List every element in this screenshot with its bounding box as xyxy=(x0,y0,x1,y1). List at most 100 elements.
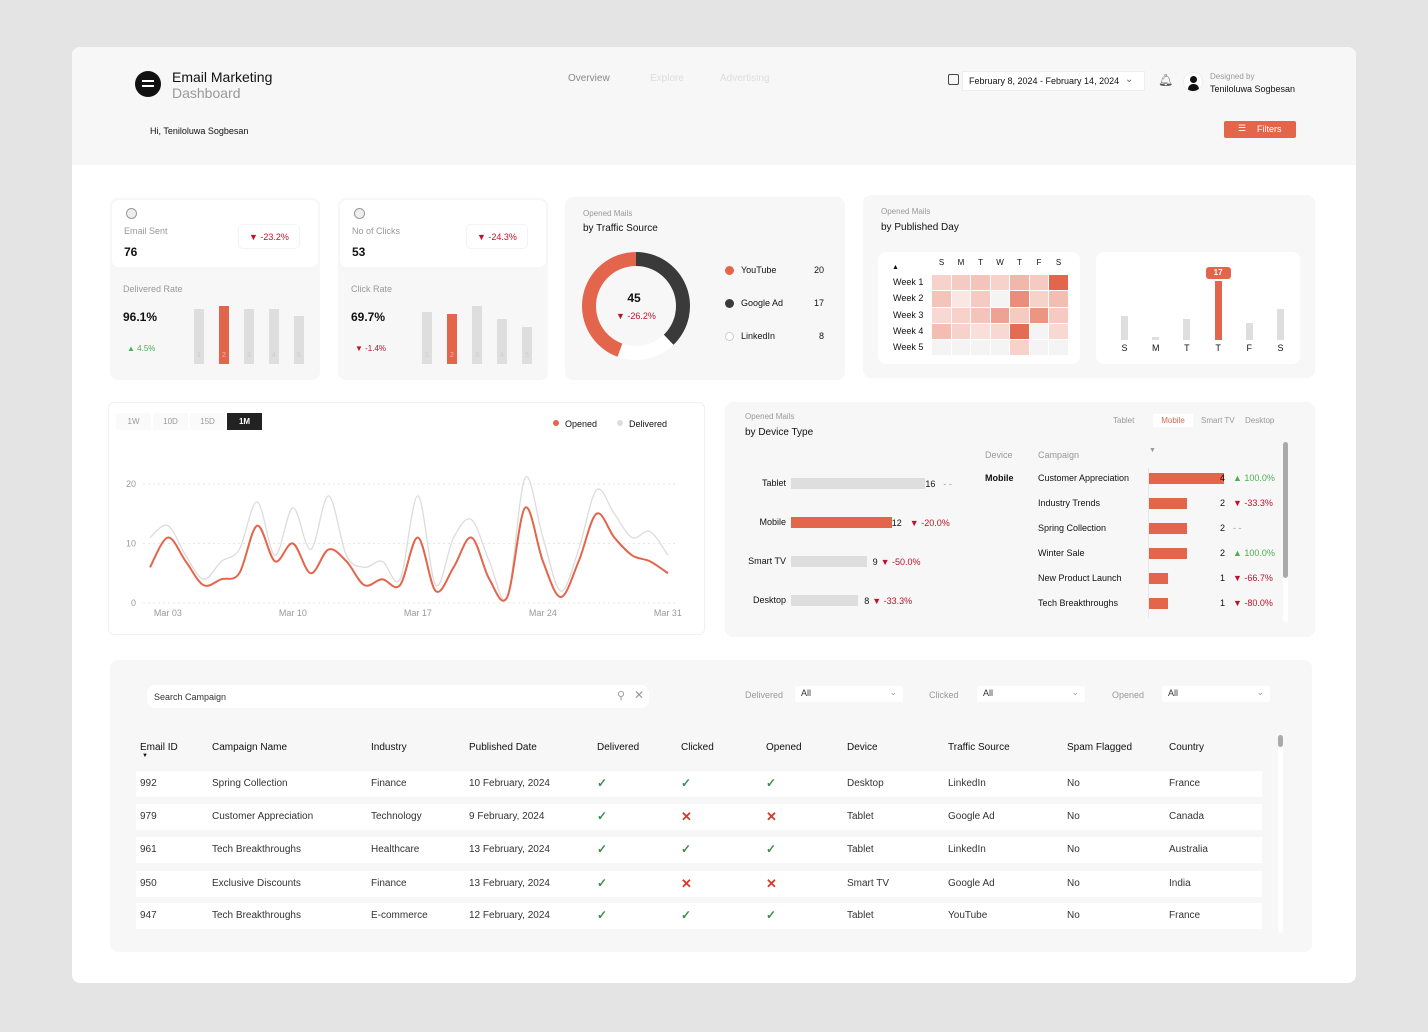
column-header[interactable]: Email ID xyxy=(140,742,178,753)
data-point-opened[interactable] xyxy=(201,583,206,588)
clear-icon[interactable]: ✕ xyxy=(634,688,645,702)
column-header[interactable]: Industry xyxy=(371,742,407,753)
heatmap-cell[interactable] xyxy=(951,323,970,340)
device-tab-smart-tv[interactable]: Smart TV xyxy=(1201,416,1235,425)
campaign-bar[interactable] xyxy=(1149,598,1168,609)
column-header[interactable]: Device xyxy=(847,742,878,753)
data-point-delivered[interactable] xyxy=(380,559,385,564)
data-point-opened[interactable] xyxy=(451,565,456,570)
day-bar[interactable] xyxy=(1183,319,1191,340)
heatmap-cell[interactable] xyxy=(990,291,1009,307)
heatmap-cell[interactable] xyxy=(971,275,990,291)
filter-select-opened[interactable]: All ⌄ xyxy=(1162,686,1270,702)
data-point-opened[interactable] xyxy=(540,559,545,564)
heatmap-cell[interactable] xyxy=(1029,340,1048,356)
data-point-opened[interactable] xyxy=(523,505,528,510)
data-point-delivered[interactable] xyxy=(558,589,563,594)
heatmap-cell[interactable] xyxy=(932,307,951,323)
data-point-opened[interactable] xyxy=(558,595,563,600)
data-point-delivered[interactable] xyxy=(630,535,635,540)
heatmap-cell[interactable] xyxy=(971,291,990,307)
device-bar[interactable] xyxy=(791,556,867,567)
data-point-opened[interactable] xyxy=(433,589,438,594)
range-tab-1w[interactable]: 1W xyxy=(116,413,151,430)
table-row[interactable] xyxy=(136,903,1262,929)
day-bar[interactable] xyxy=(1121,316,1128,340)
data-point-delivered[interactable] xyxy=(165,523,170,528)
sort-asc-icon[interactable]: ▲ xyxy=(892,264,899,271)
device-bar[interactable] xyxy=(791,595,859,606)
data-point-delivered[interactable] xyxy=(648,529,653,534)
column-header[interactable]: Published Date xyxy=(469,742,537,753)
data-point-opened[interactable] xyxy=(148,565,153,570)
filter-select-clicked[interactable]: All ⌄ xyxy=(977,686,1085,702)
heatmap-cell[interactable] xyxy=(1010,323,1029,340)
search-campaign-input[interactable]: Search Campaign ⚲ ✕ xyxy=(147,685,649,708)
data-point-opened[interactable] xyxy=(380,577,385,582)
campaign-bar[interactable] xyxy=(1149,498,1187,509)
campaign-bar[interactable] xyxy=(1149,523,1187,534)
bell-icon[interactable]: 🔔︎ xyxy=(1158,73,1174,87)
data-point-delivered[interactable] xyxy=(237,547,242,552)
heatmap-cell[interactable] xyxy=(1029,275,1048,291)
heatmap-cell[interactable] xyxy=(932,291,951,307)
data-point-opened[interactable] xyxy=(665,571,670,576)
heatmap-cell[interactable] xyxy=(1049,323,1068,340)
data-point-opened[interactable] xyxy=(165,535,170,540)
column-header[interactable]: Spam Flagged xyxy=(1067,742,1133,753)
donut-slice-google-ad[interactable] xyxy=(636,252,690,345)
data-point-opened[interactable] xyxy=(219,577,224,582)
data-point-opened[interactable] xyxy=(237,571,242,576)
table-scrollbar-thumb[interactable] xyxy=(1278,735,1283,747)
data-point-opened[interactable] xyxy=(344,559,349,564)
heatmap-cell[interactable] xyxy=(971,340,990,356)
data-point-delivered[interactable] xyxy=(308,547,313,552)
data-point-opened[interactable] xyxy=(469,535,474,540)
data-point-opened[interactable] xyxy=(415,535,420,540)
heatmap-cell[interactable] xyxy=(990,340,1009,356)
data-point-delivered[interactable] xyxy=(362,565,367,570)
table-row[interactable] xyxy=(136,771,1262,797)
device-tab-desktop[interactable]: Desktop xyxy=(1245,416,1275,425)
data-point-delivered[interactable] xyxy=(273,553,278,558)
data-point-delivered[interactable] xyxy=(523,476,528,481)
data-point-delivered[interactable] xyxy=(148,535,153,540)
data-point-opened[interactable] xyxy=(594,511,599,516)
table-row[interactable] xyxy=(136,871,1262,897)
avatar[interactable] xyxy=(1183,72,1203,92)
nav-advertising[interactable]: Advertising xyxy=(720,73,770,84)
data-point-opened[interactable] xyxy=(505,595,510,600)
data-point-delivered[interactable] xyxy=(344,553,349,558)
data-point-delivered[interactable] xyxy=(612,511,617,516)
heatmap-cell[interactable] xyxy=(1049,275,1068,291)
data-point-opened[interactable] xyxy=(183,559,188,564)
nav-explore[interactable]: Explore xyxy=(650,73,684,84)
column-header[interactable]: Clicked xyxy=(681,742,714,753)
heatmap-cell[interactable] xyxy=(971,323,990,340)
data-point-delivered[interactable] xyxy=(594,487,599,492)
data-point-delivered[interactable] xyxy=(290,505,295,510)
donut-slice-youtube[interactable] xyxy=(582,252,636,357)
heatmap-cell[interactable] xyxy=(990,323,1009,340)
donut-slice-linkedin[interactable] xyxy=(617,334,674,360)
data-point-delivered[interactable] xyxy=(255,499,260,504)
column-header[interactable]: Traffic Source xyxy=(948,742,1010,753)
data-point-opened[interactable] xyxy=(308,571,313,576)
data-point-opened[interactable] xyxy=(398,583,403,588)
heatmap-cell[interactable] xyxy=(1029,291,1048,307)
device-tab-mobile[interactable]: Mobile xyxy=(1153,414,1193,427)
heatmap-cell[interactable] xyxy=(1010,307,1029,323)
data-point-opened[interactable] xyxy=(362,583,367,588)
day-bar[interactable] xyxy=(1214,281,1222,340)
heatmap-cell[interactable] xyxy=(1029,307,1048,323)
data-point-opened[interactable] xyxy=(648,559,653,564)
data-point-opened[interactable] xyxy=(612,535,617,540)
sort-desc-icon[interactable]: ▼ xyxy=(142,753,148,759)
range-tab-15d[interactable]: 15D xyxy=(190,413,225,430)
heatmap-cell[interactable] xyxy=(1010,291,1029,307)
device-scrollbar-track[interactable] xyxy=(1283,442,1288,622)
column-header[interactable]: Campaign Name xyxy=(212,742,288,753)
device-bar[interactable] xyxy=(791,517,892,528)
sort-desc-icon[interactable]: ▼ xyxy=(1149,447,1156,454)
filters-button[interactable]: ☰ Filters xyxy=(1224,121,1296,138)
